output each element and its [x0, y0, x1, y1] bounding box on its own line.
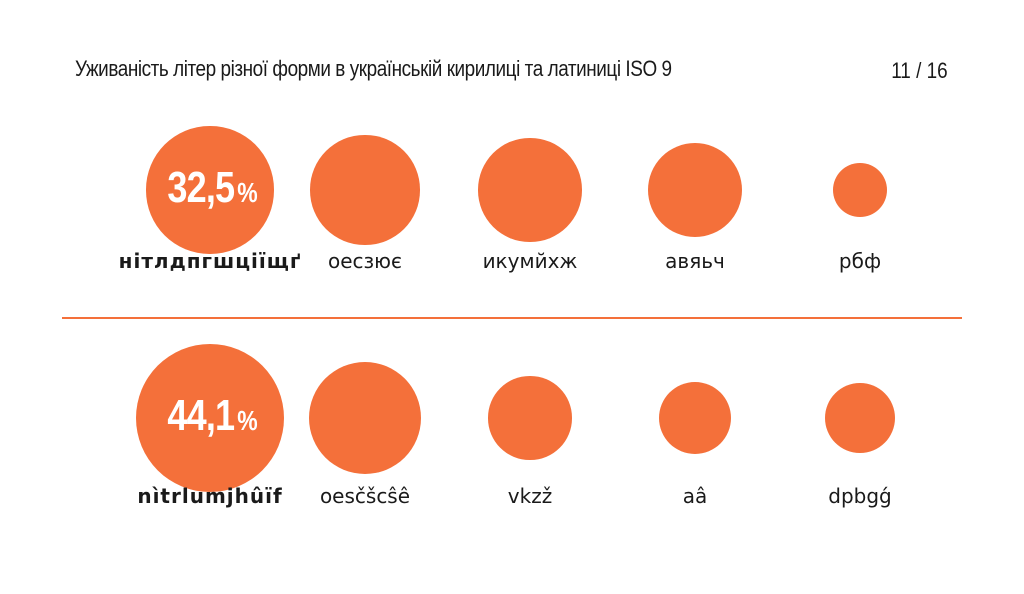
category-label-2-2: oesčšcŝê: [319, 484, 411, 508]
highlight-unit: %: [237, 177, 259, 208]
highlight-number: 32,5: [167, 163, 235, 212]
category-label-1-5: рбф: [838, 249, 882, 273]
page-number: 11 / 16: [891, 58, 948, 83]
highlight-number: 44,1: [167, 391, 235, 440]
category-label-1-3: икумйхж: [482, 249, 578, 273]
category-label-2-5: dpbgǵ: [828, 484, 892, 508]
highlight-value-2: 44,1%: [110, 394, 310, 438]
bubble-1-2: [310, 135, 420, 245]
bubble-1-1: [146, 126, 274, 254]
bubble-2-1: [136, 344, 284, 492]
bubble-2-2: [308, 361, 422, 475]
category-label-2-1: nìtrlumjhûïf: [137, 484, 283, 508]
highlight-unit: %: [237, 405, 259, 436]
page-title: Уживаність літер різної форми в українсь…: [75, 56, 672, 81]
row-divider: [62, 317, 962, 319]
bubble-2-4: [658, 381, 732, 455]
highlight-value-1: 32,5%: [110, 166, 310, 210]
bubble-1-5: [832, 162, 888, 218]
bubble-1-4: [647, 142, 743, 238]
bubble-2-3: [488, 376, 572, 460]
category-label-1-4: авяьч: [665, 249, 725, 273]
category-label-2-4: aâ: [682, 484, 708, 508]
bubble-1-3: [478, 138, 582, 242]
category-label-2-3: vkzž: [507, 484, 553, 508]
category-label-1-1: нітлдпгшціїщґ: [118, 249, 302, 273]
bubble-2-5: [824, 382, 896, 454]
category-label-1-2: оесзює: [328, 249, 402, 273]
